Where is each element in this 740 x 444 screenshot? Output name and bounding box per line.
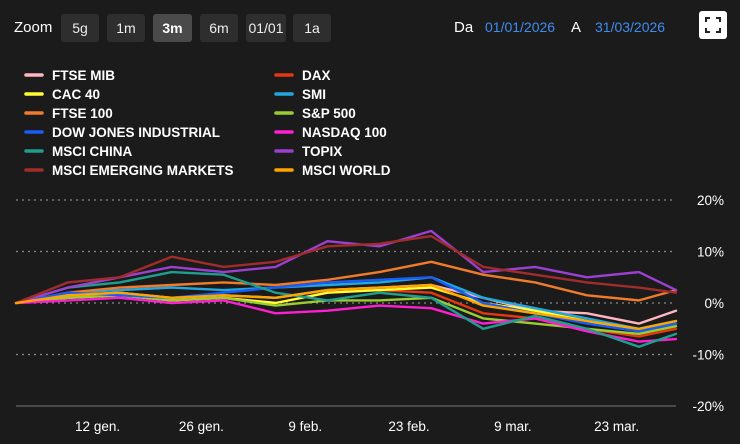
legend-item[interactable]: NASDAQ 100 <box>302 125 387 140</box>
zoom-button-3m[interactable]: 3m <box>153 14 192 42</box>
legend-item[interactable]: MSCI EMERGING MARKETS <box>52 163 234 178</box>
chart-toolbar: Zoom 5g 1m 3m 6m 01/01 1a Da 01/01/2026 … <box>0 0 740 56</box>
series-line <box>14 276 678 330</box>
range-to-label: A <box>571 19 582 36</box>
legend-item[interactable]: S&P 500 <box>302 106 356 121</box>
zoom-button-1m[interactable]: 1m <box>107 14 145 42</box>
x-tick-label: 9 feb. <box>288 419 322 434</box>
chart-legend: FTSE MIB DAX CAC 40 SMI FTSE 100 S&P 500 DOW J… <box>24 68 391 178</box>
series-line <box>14 260 678 305</box>
legend-item[interactable]: FTSE MIB <box>52 68 115 83</box>
series-line <box>14 270 678 348</box>
grid-lines <box>16 199 676 407</box>
y-axis: 20% 10% 0% -10% -20% <box>692 193 724 414</box>
series-line <box>14 276 678 333</box>
fullscreen-button[interactable] <box>699 11 727 39</box>
legend-item[interactable]: DOW JONES INDUSTRIAL <box>52 125 220 140</box>
zoom-button-6m[interactable]: 6m <box>200 14 238 42</box>
y-tick-label: -20% <box>692 399 724 414</box>
series-line <box>14 296 678 343</box>
y-tick-label: 0% <box>704 296 724 311</box>
series-line <box>14 283 678 330</box>
y-tick-label: -10% <box>692 348 724 363</box>
x-axis: 12 gen. 26 gen. 9 feb. 23 feb. 9 mar. 23 mar. <box>75 419 639 434</box>
x-tick-label: 9 mar. <box>494 419 532 434</box>
x-tick-label: 26 gen. <box>179 419 224 434</box>
y-tick-label: 20% <box>697 193 724 208</box>
x-tick-label: 12 gen. <box>75 419 120 434</box>
zoom-button-5g[interactable]: 5g <box>61 14 99 42</box>
legend-item[interactable]: FTSE 100 <box>52 106 113 121</box>
series-line <box>14 229 678 305</box>
series-lines <box>14 229 678 348</box>
range-from-date[interactable]: 01/01/2026 <box>485 19 556 35</box>
range-from-label: Da <box>454 19 474 36</box>
series-line <box>14 234 678 305</box>
fullscreen-icon <box>705 17 721 33</box>
index-performance-chart: FTSE MIB DAX CAC 40 SMI FTSE 100 S&P 500 DOW J… <box>14 68 724 434</box>
range-to-date[interactable]: 31/03/2026 <box>595 19 666 35</box>
x-tick-label: 23 mar. <box>594 419 639 434</box>
legend-item[interactable]: DAX <box>302 68 331 83</box>
legend-item[interactable]: SMI <box>302 87 326 102</box>
y-tick-label: 10% <box>697 245 724 260</box>
legend-item[interactable]: TOPIX <box>302 144 342 159</box>
zoom-label: Zoom <box>14 19 53 36</box>
legend-item[interactable]: MSCI WORLD <box>302 163 391 178</box>
zoom-button-1y[interactable]: 1a <box>293 14 331 42</box>
legend-item[interactable]: MSCI CHINA <box>52 144 132 159</box>
x-tick-label: 23 feb. <box>388 419 429 434</box>
zoom-button-ytd[interactable]: 01/01 <box>246 14 286 42</box>
legend-item[interactable]: CAC 40 <box>52 87 100 102</box>
